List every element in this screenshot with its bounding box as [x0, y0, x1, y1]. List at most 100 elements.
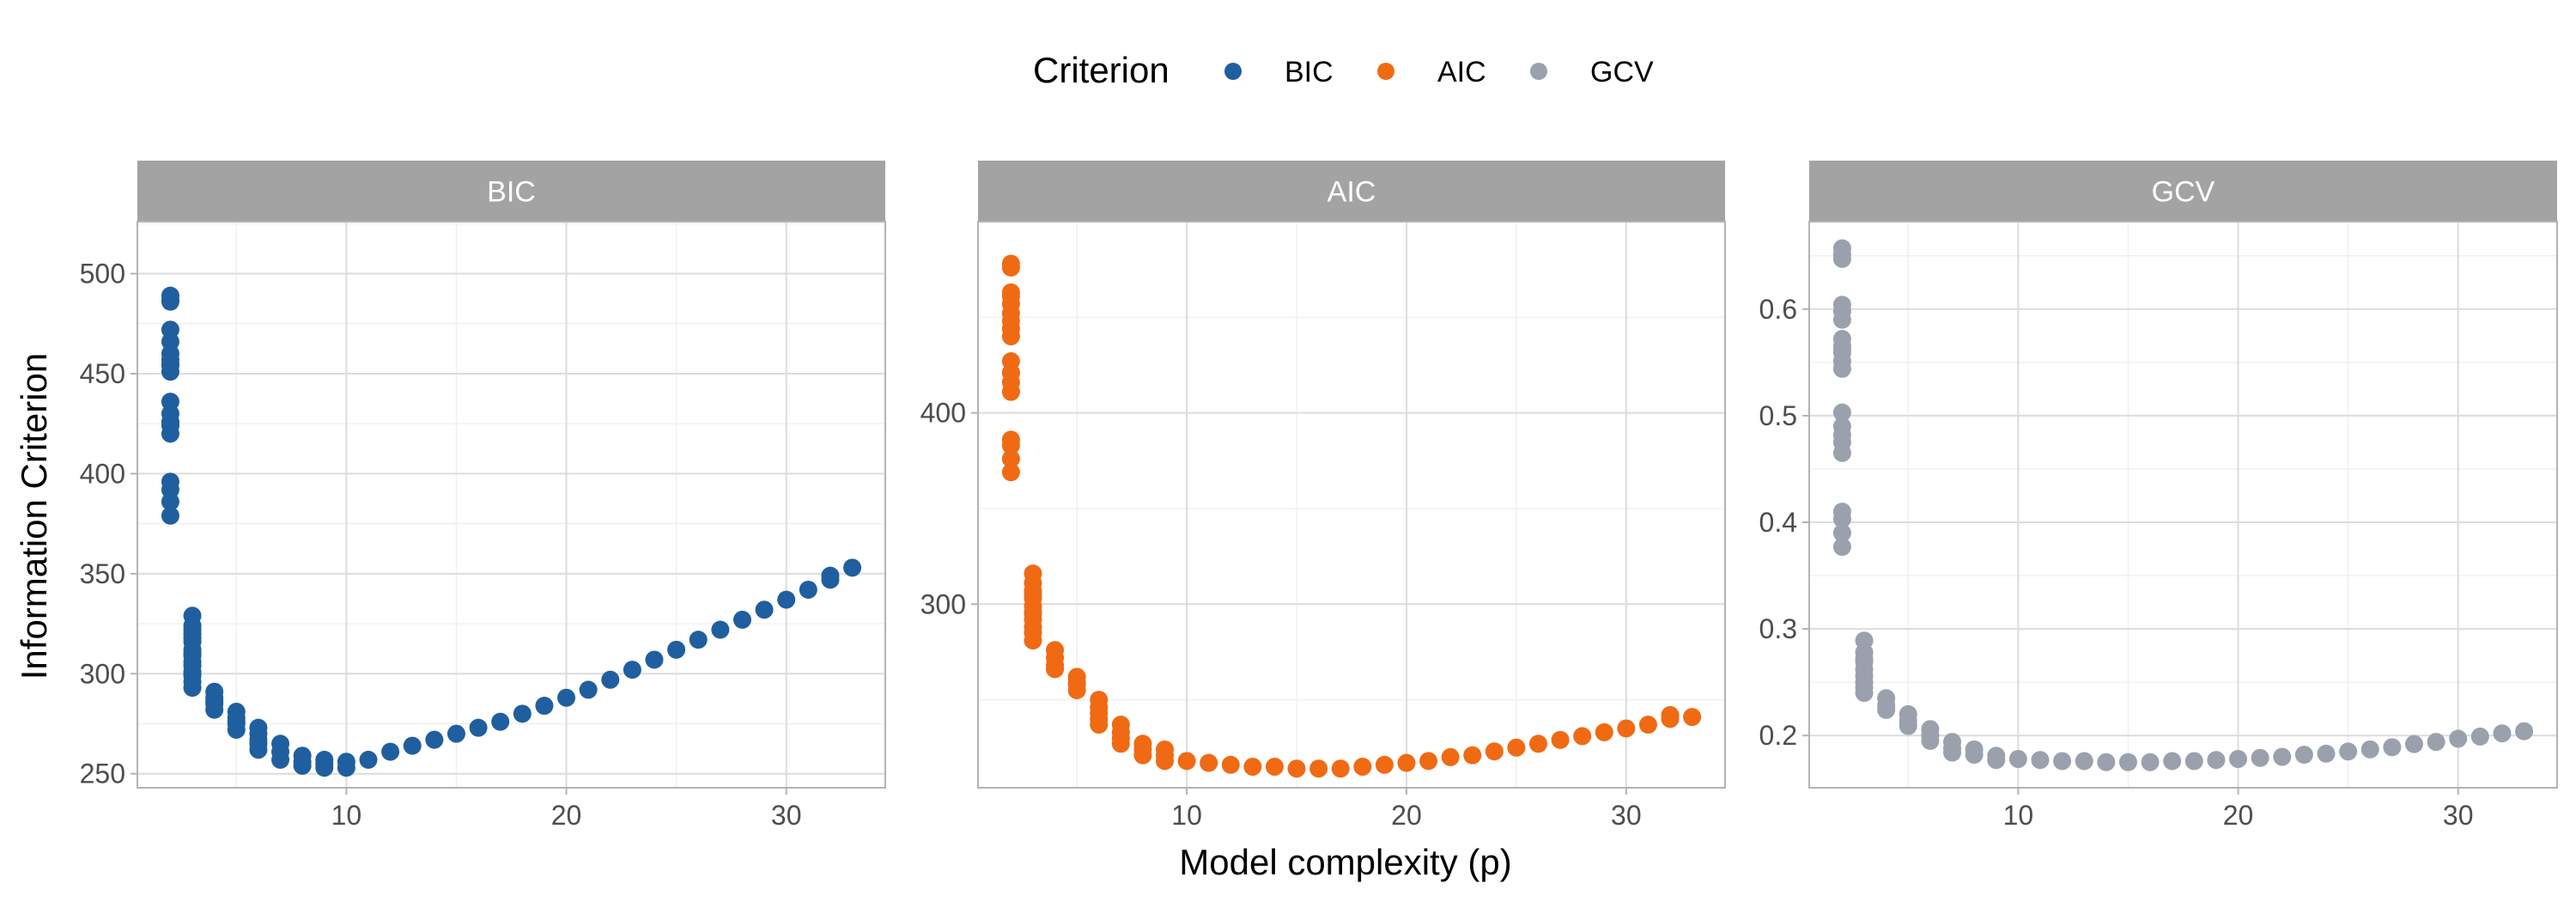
data-point-aic [1177, 752, 1196, 771]
plot-area-aic [978, 222, 1725, 788]
data-point-bic [161, 414, 179, 433]
data-point-gcv [2515, 722, 2534, 740]
facet-panels: BIC 10 20 30 250 300 350 400 450 500 AIC 10 20 30 300 4… [80, 161, 2558, 831]
y-axis-gcv: 0.2 0.3 0.4 0.5 0.6 [1759, 294, 1809, 751]
data-point-bic [799, 580, 817, 599]
data-point-bic [821, 566, 840, 585]
major-grid-gcv [1809, 222, 2557, 788]
data-point-aic [1309, 759, 1328, 778]
y-tick-label: 300 [80, 658, 125, 689]
data-point-gcv [2339, 742, 2358, 761]
data-point-aic [1024, 585, 1042, 604]
y-tick-label: 350 [80, 558, 125, 589]
data-point-aic [1001, 463, 1020, 482]
minor-grid-aic [978, 222, 1725, 788]
legend-key-aic [1377, 63, 1394, 80]
data-point-bic [227, 712, 246, 731]
data-point-gcv [2404, 734, 2423, 753]
data-point-aic [1200, 753, 1218, 772]
data-point-gcv [2251, 748, 2269, 767]
data-point-aic [1331, 759, 1350, 778]
data-point-gcv [2470, 727, 2489, 746]
x-axis-title: Model complexity (p) [1179, 842, 1511, 882]
data-point-aic [1638, 716, 1657, 734]
legend-label-gcv: GCV [1590, 56, 1654, 88]
x-tick-label: 10 [1171, 800, 1202, 831]
panel-border-gcv [1808, 221, 2558, 789]
data-point-gcv [2163, 752, 2182, 771]
plot-area-gcv [1809, 222, 2557, 788]
data-point-bic [161, 290, 179, 309]
y-tick-label: 0.4 [1759, 507, 1797, 538]
data-point-aic [1595, 722, 1613, 741]
data-point-gcv [2053, 752, 2072, 771]
y-tick-label: 0.5 [1759, 400, 1797, 431]
data-point-aic [1375, 755, 1394, 774]
data-point-bic [447, 724, 465, 743]
x-tick-label: 30 [771, 800, 802, 831]
data-point-aic [1551, 730, 1570, 749]
data-point-gcv [2449, 729, 2468, 748]
data-point-gcv [2097, 753, 2116, 771]
data-point-aic [1156, 752, 1174, 771]
data-point-bic [183, 644, 202, 663]
data-point-gcv [1855, 649, 1874, 668]
data-point-aic [1573, 727, 1592, 746]
plot-area-bic [137, 222, 885, 788]
data-point-aic [1397, 753, 1416, 772]
data-point-aic [1441, 747, 1460, 766]
legend-entries: BIC AIC GCV [1224, 56, 1654, 88]
data-point-aic [1001, 436, 1020, 454]
data-point-gcv [1965, 746, 1984, 765]
data-point-aic [1001, 363, 1020, 382]
data-point-gcv [2118, 753, 2137, 771]
data-point-gcv [2008, 749, 2027, 768]
data-point-gcv [2207, 751, 2226, 770]
y-axis-bic: 250 300 350 400 450 500 [80, 259, 137, 789]
data-point-bic [689, 631, 708, 649]
major-grid-aic [978, 222, 1725, 788]
data-point-bic [359, 750, 378, 769]
data-point-aic [1024, 602, 1042, 621]
minor-grid-gcv [1809, 222, 2557, 788]
panel-border-bic [137, 221, 886, 789]
data-point-aic [1111, 734, 1130, 753]
x-axis-aic: 10 20 30 [1171, 788, 1642, 831]
data-point-aic [1001, 287, 1020, 306]
data-point-bic [755, 600, 774, 619]
data-point-gcv [2360, 740, 2379, 759]
y-tick-label: 0.2 [1759, 720, 1797, 751]
data-point-bic [161, 506, 179, 525]
data-point-bic [381, 742, 400, 761]
data-point-aic [1265, 758, 1284, 777]
data-point-gcv [2273, 747, 2292, 766]
y-tick-label: 0.6 [1759, 294, 1797, 325]
data-point-aic [1133, 746, 1152, 765]
legend-title: Criterion [1033, 50, 1170, 90]
data-point-bic [491, 712, 510, 731]
data-point-bic [183, 664, 202, 683]
y-axis-title: Information Criterion [14, 353, 54, 680]
data-point-aic [1287, 759, 1306, 778]
data-point-bic [601, 670, 620, 689]
data-point-gcv [2229, 749, 2248, 768]
data-point-aic [1046, 660, 1065, 679]
data-point-bic [469, 718, 488, 737]
data-point-bic [403, 736, 422, 755]
data-point-aic [1529, 734, 1547, 753]
data-point-bic [205, 692, 224, 711]
points-bic [161, 286, 862, 777]
data-point-bic [623, 661, 641, 680]
x-tick-label: 30 [1611, 800, 1642, 831]
data-point-aic [1485, 742, 1504, 761]
y-tick-label: 250 [80, 759, 125, 789]
data-point-bic [667, 640, 686, 659]
data-point-gcv [1832, 359, 1851, 378]
data-point-aic [1067, 673, 1086, 692]
panel-bic: BIC 10 20 30 250 300 350 400 450 500 [80, 161, 886, 831]
data-point-bic [513, 704, 532, 723]
data-point-gcv [1832, 509, 1851, 528]
data-point-aic [1001, 258, 1020, 277]
data-point-gcv [1832, 249, 1851, 268]
data-point-gcv [1943, 743, 1962, 762]
